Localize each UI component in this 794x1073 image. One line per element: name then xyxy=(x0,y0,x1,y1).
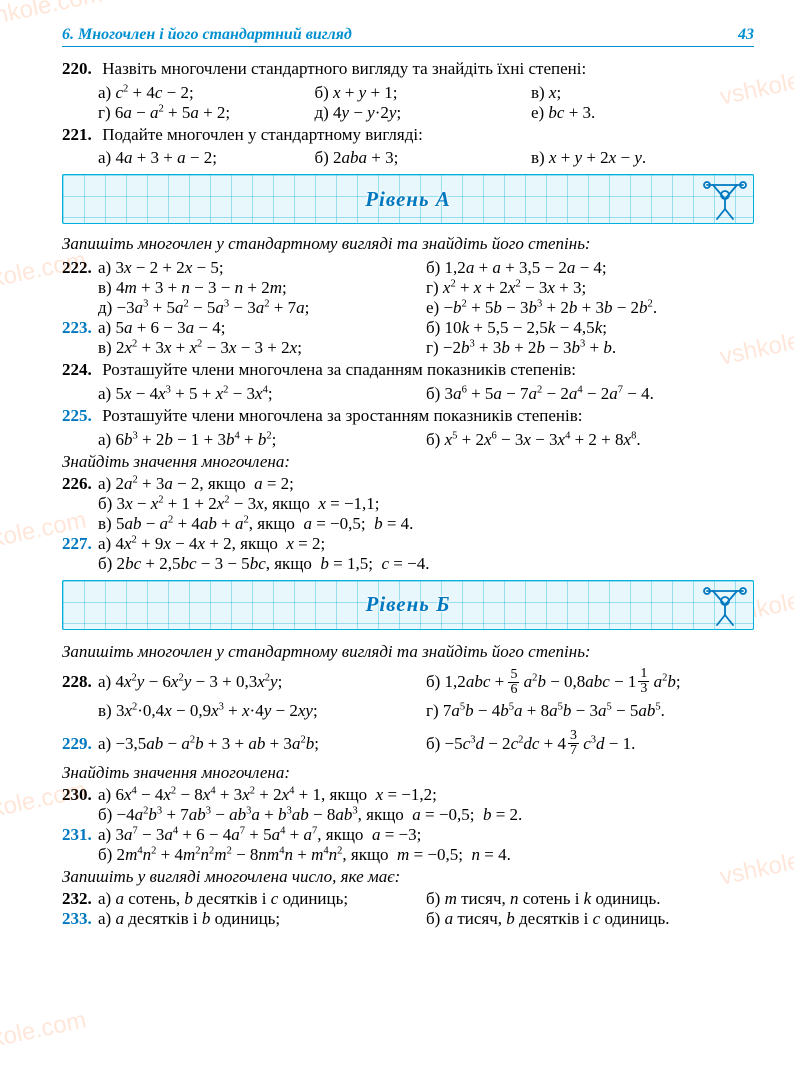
exercise-229: 229. а) −3,5ab − a2b + 3 + ab + 3a2b; б)… xyxy=(62,730,754,759)
ex-num: 229. xyxy=(62,730,98,759)
ex223-g: г) −2b3 + 3b + 2b − 3b3 + b. xyxy=(426,338,754,358)
ex-text: Назвіть многочлени стандартного вигляду … xyxy=(102,59,586,78)
ex-num: 227. xyxy=(62,534,98,574)
ex222-v: в) 4m + 3 + n − 3 − n + 2m; xyxy=(98,278,426,298)
exercise-231: 231. а) 3a7 − 3a4 + 6 − 4a7 + 5a4 + a7, … xyxy=(62,825,754,865)
ex222-b: б) 1,2a + a + 3,5 − 2a − 4; xyxy=(426,258,754,278)
lead-b: Запишіть многочлен у стандартному вигляд… xyxy=(62,642,754,662)
ex221-b: б) 2aba + 3; xyxy=(314,148,530,168)
exercise-221: 221. Подайте многочлен у стандартному ви… xyxy=(62,125,754,146)
ex-text: Подайте многочлен у стандартному вигляді… xyxy=(102,125,423,144)
ex228-b: б) 1,2abc + 56 a2b − 0,8abc − 113 a2b; xyxy=(426,668,754,698)
ex228-a: а) 4x2y − 6x2y − 3 + 0,3x2y; xyxy=(98,668,426,698)
exercise-230: 230. а) 6x4 − 4x2 − 8x4 + 3x2 + 2x4 + 1,… xyxy=(62,785,754,825)
ex220-a: а) c2 + 4c − 2; xyxy=(98,83,314,103)
ex-text: Розташуйте члени многочлена за спаданням… xyxy=(102,360,576,379)
level-b-label: Рівень Б xyxy=(366,592,451,617)
ex-num: 233. xyxy=(62,909,98,929)
exercise-220: 220. Назвіть многочлени стандартного виг… xyxy=(62,59,754,80)
ex220-row1: а) c2 + 4c − 2; б) x + y + 1; в) x; xyxy=(98,83,754,103)
ex227-a: а) 4x2 + 9x − 4x + 2, якщо x = 2; xyxy=(98,534,754,554)
ex-num: 224. xyxy=(62,360,98,381)
ex226-b: б) 3x − x2 + 1 + 2x2 − 3x, якщо x = −1,1… xyxy=(98,494,754,514)
ex-num: 223. xyxy=(62,318,98,358)
exercise-233: 233. а) a десятків і b одиниць; б) a тис… xyxy=(62,909,754,929)
lead-eval2: Знайдіть значення многочлена: xyxy=(62,763,754,783)
level-b-band: Рівень Б xyxy=(62,580,754,630)
ex225-a: а) 6b3 + 2b − 1 + 3b4 + b2; xyxy=(98,430,426,450)
ex-num: 222. xyxy=(62,258,98,318)
weightlifter-icon xyxy=(703,177,747,221)
ex230-b: б) −4a2b3 + 7ab3 − ab3a + b3ab − 8ab3, я… xyxy=(98,805,754,825)
ex233-b: б) a тисяч, b десятків і c одиниць. xyxy=(426,909,754,929)
ex225-b: б) x5 + 2x6 − 3x − 3x4 + 2 + 8x8. xyxy=(426,430,754,450)
ex230-a: а) 6x4 − 4x2 − 8x4 + 3x2 + 2x4 + 1, якщо… xyxy=(98,785,754,805)
ex223-a: а) 5a + 6 − 3a − 4; xyxy=(98,318,426,338)
ex226-v: в) 5ab − a2 + 4ab + a2, якщо a = −0,5; b… xyxy=(98,514,754,534)
ex221-v: в) x + y + 2x − y. xyxy=(531,148,747,168)
header-rule xyxy=(62,46,754,47)
exercise-232: 232. а) a сотень, b десятків і c одиниць… xyxy=(62,889,754,909)
ex-num: 225. xyxy=(62,406,98,427)
ex224-a: а) 5x − 4x3 + 5 + x2 − 3x4; xyxy=(98,384,426,404)
level-a-label: Рівень А xyxy=(365,187,451,212)
ex233-a: а) a десятків і b одиниць; xyxy=(98,909,426,929)
page-number: 43 xyxy=(738,26,754,44)
ex222-e: е) −b2 + 5b − 3b3 + 2b + 3b − 2b2. xyxy=(426,298,754,318)
weightlifter-icon xyxy=(703,583,747,627)
ex221-a: а) 4a + 3 + a − 2; xyxy=(98,148,314,168)
lead-eval: Знайдіть значення многочлена: xyxy=(62,452,754,472)
exercise-222: 222. а) 3x − 2 + 2x − 5; б) 1,2a + a + 3… xyxy=(62,258,754,318)
ex220-d: д) 4y − y·2y; xyxy=(314,103,530,123)
ex229-b: б) −5c3d − 2c2dc + 437 c3d − 1. xyxy=(426,730,754,759)
ex220-b: б) x + y + 1; xyxy=(314,83,530,103)
exercise-227: 227. а) 4x2 + 9x − 4x + 2, якщо x = 2; б… xyxy=(62,534,754,574)
lead-a: Запишіть многочлен у стандартному вигляд… xyxy=(62,234,754,254)
ex232-a: а) a сотень, b десятків і c одиниць; xyxy=(98,889,426,909)
level-a-band: Рівень А xyxy=(62,174,754,224)
content: 220. Назвіть многочлени стандартного виг… xyxy=(62,57,754,929)
lead-num: Запишіть у вигляді многочлена число, яке… xyxy=(62,867,754,887)
ex-num: 228. xyxy=(62,668,98,726)
ex222-a: а) 3x − 2 + 2x − 5; xyxy=(98,258,426,278)
ex228-g: г) 7a5b − 4b5a + 8a5b − 3a5 − 5ab5. xyxy=(426,697,754,726)
ex226-a: а) 2a2 + 3a − 2, якщо a = 2; xyxy=(98,474,754,494)
ex-num: 232. xyxy=(62,889,98,909)
watermark: vshkole.com xyxy=(0,1006,89,1061)
ex222-d: д) −3a3 + 5a2 − 5a3 − 3a2 + 7a; xyxy=(98,298,426,318)
exercise-226: 226. а) 2a2 + 3a − 2, якщо a = 2; б) 3x … xyxy=(62,474,754,534)
section-title: 6. Многочлен і його стандартний вигляд xyxy=(62,26,352,44)
ex223-b: б) 10k + 5,5 − 2,5k − 4,5k; xyxy=(426,318,754,338)
ex222-g: г) x2 + x + 2x2 − 3x + 3; xyxy=(426,278,754,298)
ex-num: 231. xyxy=(62,825,98,865)
ex228-v: в) 3x2·0,4x − 0,9x3 + x·4y − 2xy; xyxy=(98,697,426,726)
ex224-row: а) 5x − 4x3 + 5 + x2 − 3x4; б) 3a6 + 5a … xyxy=(98,384,754,404)
exercise-224: 224. Розташуйте члени многочлена за спад… xyxy=(62,360,754,381)
ex231-b: б) 2m4n2 + 4m2n2m2 − 8nm4n + m4n2, якщо … xyxy=(98,845,754,865)
ex-text: Розташуйте члени многочлена за зростання… xyxy=(102,406,582,425)
ex220-g: г) 6a − a2 + 5a + 2; xyxy=(98,103,314,123)
ex232-b: б) m тисяч, n сотень і k одиниць. xyxy=(426,889,754,909)
ex220-row2: г) 6a − a2 + 5a + 2; д) 4y − y·2y; е) bc… xyxy=(98,103,754,123)
ex223-v: в) 2x2 + 3x + x2 − 3x − 3 + 2x; xyxy=(98,338,426,358)
ex227-b: б) 2bc + 2,5bc − 3 − 5bc, якщо b = 1,5; … xyxy=(98,554,754,574)
ex-num: 220. xyxy=(62,59,98,80)
exercise-225: 225. Розташуйте члени многочлена за зрос… xyxy=(62,406,754,427)
ex220-e: е) bc + 3. xyxy=(531,103,747,123)
exercise-228: 228. а) 4x2y − 6x2y − 3 + 0,3x2y; б) 1,2… xyxy=(62,668,754,726)
ex221-row: а) 4a + 3 + a − 2; б) 2aba + 3; в) x + y… xyxy=(98,148,754,168)
ex229-a: а) −3,5ab − a2b + 3 + ab + 3a2b; xyxy=(98,730,426,759)
ex220-v: в) x; xyxy=(531,83,747,103)
page-header: 6. Многочлен і його стандартний вигляд 4… xyxy=(62,26,754,44)
ex-num: 221. xyxy=(62,125,98,146)
ex-num: 226. xyxy=(62,474,98,534)
ex224-b: б) 3a6 + 5a − 7a2 − 2a4 − 2a7 − 4. xyxy=(426,384,754,404)
ex225-row: а) 6b3 + 2b − 1 + 3b4 + b2; б) x5 + 2x6 … xyxy=(98,430,754,450)
ex231-a: а) 3a7 − 3a4 + 6 − 4a7 + 5a4 + a7, якщо … xyxy=(98,825,754,845)
ex-num: 230. xyxy=(62,785,98,825)
exercise-223: 223. а) 5a + 6 − 3a − 4; б) 10k + 5,5 − … xyxy=(62,318,754,358)
